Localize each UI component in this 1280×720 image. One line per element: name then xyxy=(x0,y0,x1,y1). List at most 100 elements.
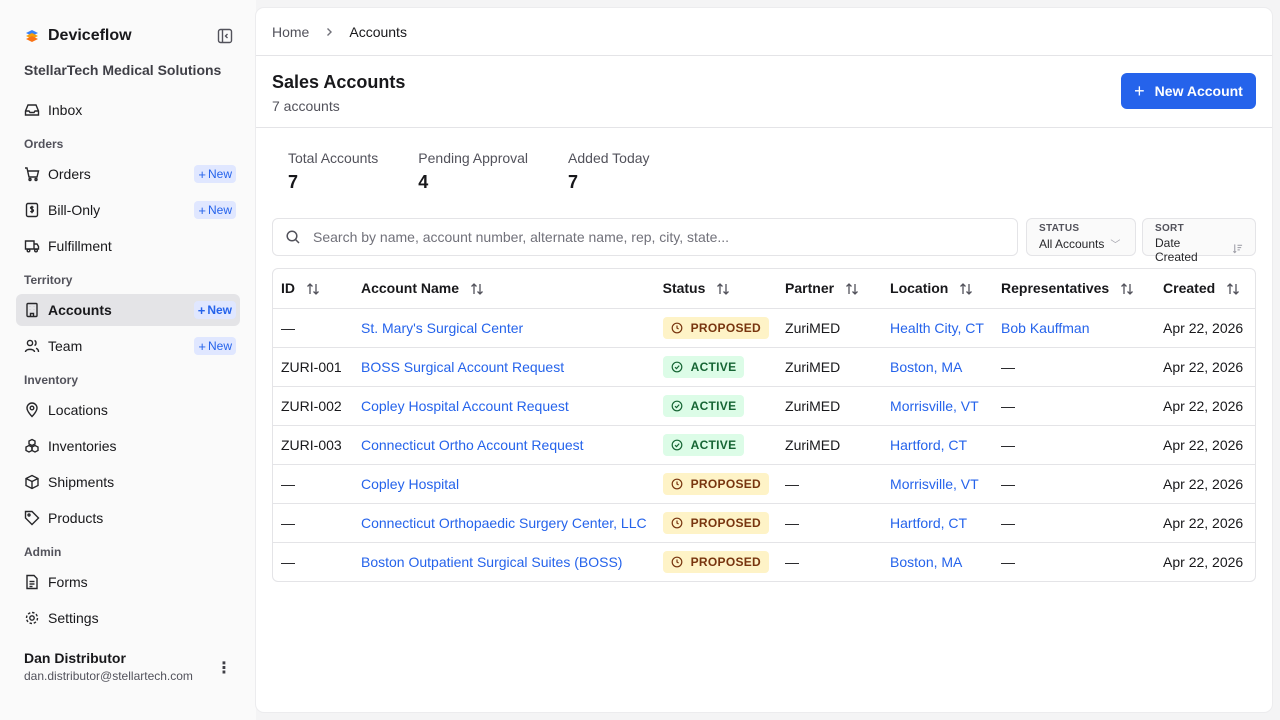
cell-account-name[interactable]: St. Mary's Surgical Center xyxy=(353,308,655,348)
search-box[interactable] xyxy=(272,218,1018,256)
check-circle-icon xyxy=(671,439,691,451)
sort-arrows-icon[interactable] xyxy=(715,281,731,297)
new-team-button[interactable]: + New xyxy=(194,337,236,355)
cell-account-name[interactable]: Copley Hospital Account Request xyxy=(353,386,655,426)
status-filter[interactable]: STATUS All Accounts ﹀ xyxy=(1026,218,1136,256)
table-row[interactable]: ZURI-001 BOSS Surgical Account Request ACT… xyxy=(273,347,1255,387)
location-link[interactable]: Morrisville, VT xyxy=(890,397,979,414)
boxes-icon xyxy=(24,438,40,454)
account-name-link[interactable]: Connecticut Orthopaedic Surgery Center, … xyxy=(361,514,647,531)
column-header-account-name[interactable]: Account Name xyxy=(353,269,655,309)
cell-location[interactable]: Morrisville, VT xyxy=(882,386,994,426)
cell-location[interactable]: Boston, MA xyxy=(882,347,994,387)
representative-link[interactable]: Bob Kauffman xyxy=(1001,319,1090,336)
cell-location[interactable]: Hartford, CT xyxy=(882,425,994,465)
sort-arrows-icon[interactable] xyxy=(844,281,860,297)
new-label: New xyxy=(207,303,232,317)
account-name-link[interactable]: Boston Outpatient Surgical Suites (BOSS) xyxy=(361,553,623,570)
column-header-status[interactable]: Status xyxy=(654,269,778,309)
sort-arrows-icon[interactable] xyxy=(1225,281,1241,297)
account-name-link[interactable]: BOSS Surgical Account Request xyxy=(361,358,565,375)
cell-location[interactable]: Boston, MA xyxy=(882,542,993,581)
table-row[interactable]: ZURI-003 Connecticut Ortho Account Reques… xyxy=(273,425,1255,465)
cell-account-name[interactable]: Copley Hospital xyxy=(353,464,655,504)
sidebar-item-shipments[interactable]: Shipments xyxy=(16,466,240,498)
status-badge: PROPOSED xyxy=(662,472,770,495)
cell-representatives[interactable]: Bob Kauffman xyxy=(993,308,1156,348)
location-link[interactable]: Morrisville, VT xyxy=(890,475,979,492)
cell-account-name[interactable]: Connecticut Orthopaedic Surgery Center, … xyxy=(353,503,655,543)
representative-link: — xyxy=(1001,475,1016,492)
location-link[interactable]: Boston, MA xyxy=(890,358,963,375)
table-row[interactable]: — St. Mary's Surgical Center PROPOSED ZuriM… xyxy=(273,308,1255,348)
sidebar-item-orders[interactable]: Orders + New xyxy=(16,158,240,190)
account-name-link[interactable]: St. Mary's Surgical Center xyxy=(361,319,524,336)
cell-account-name[interactable]: Connecticut Ortho Account Request xyxy=(353,425,655,465)
cell-location[interactable]: Health City, CT xyxy=(882,308,994,348)
org-name[interactable]: StellarTech Medical Solutions xyxy=(24,62,222,78)
sidebar-item-settings[interactable]: Settings xyxy=(16,602,240,634)
table-body: — St. Mary's Surgical Center PROPOSED ZuriM… xyxy=(273,308,1255,581)
sidebar-item-fulfillment[interactable]: Fulfillment xyxy=(16,230,240,262)
sidebar-item-products[interactable]: Products xyxy=(16,502,240,534)
status-badge: ACTIVE xyxy=(662,355,745,378)
users-icon xyxy=(24,338,40,354)
status-badge: PROPOSED xyxy=(662,511,770,534)
cell-partner: — xyxy=(777,464,883,504)
user-profile[interactable]: Dan Distributor dan.distributor@stellart… xyxy=(24,650,240,690)
sidebar-collapse-icon[interactable] xyxy=(216,27,234,45)
sort-arrows-icon[interactable] xyxy=(958,281,974,297)
cell-location[interactable]: Morrisville, VT xyxy=(882,464,994,504)
new-account-sidebar-button[interactable]: + New xyxy=(193,301,236,319)
table-row[interactable]: — Boston Outpatient Surgical Suites (BOSS… xyxy=(273,542,1255,581)
sidebar-item-forms[interactable]: Forms xyxy=(16,566,240,598)
sidebar-item-team[interactable]: Team + New xyxy=(16,330,240,362)
location-link[interactable]: Boston, MA xyxy=(890,553,963,570)
column-label: Created xyxy=(1163,279,1216,296)
cell-account-name[interactable]: BOSS Surgical Account Request xyxy=(353,347,655,387)
column-label: Representatives xyxy=(1001,279,1110,296)
table-row[interactable]: ZURI-002 Copley Hospital Account Request A… xyxy=(273,386,1255,426)
new-bill-only-button[interactable]: + New xyxy=(194,201,236,219)
page-title: Sales Accounts xyxy=(272,72,406,92)
search-input[interactable] xyxy=(313,229,1005,245)
cell-status: PROPOSED xyxy=(654,503,778,543)
sort-arrows-icon[interactable] xyxy=(469,281,485,297)
sidebar-item-inventories[interactable]: Inventories xyxy=(16,430,240,462)
column-header-id[interactable]: ID xyxy=(273,269,353,309)
cell-id: ZURI-002 xyxy=(273,386,353,426)
column-header-partner[interactable]: Partner xyxy=(777,269,883,309)
column-header-location[interactable]: Location xyxy=(882,269,994,309)
cell-id: — xyxy=(273,308,353,348)
column-header-representatives[interactable]: Representatives xyxy=(993,269,1156,309)
sidebar-item-accounts[interactable]: Accounts + New xyxy=(16,294,240,326)
sort-arrows-icon[interactable] xyxy=(305,281,321,297)
sidebar-item-inbox[interactable]: Inbox xyxy=(16,94,240,126)
more-vertical-icon[interactable]: ⋮ xyxy=(216,660,232,677)
sort-arrows-icon[interactable] xyxy=(1119,281,1135,297)
new-order-button[interactable]: + New xyxy=(194,165,236,183)
cell-location[interactable]: Hartford, CT xyxy=(882,503,994,543)
file-text-icon xyxy=(24,574,40,590)
account-name-link[interactable]: Copley Hospital xyxy=(361,475,460,492)
sidebar-item-label: Inbox xyxy=(48,102,83,118)
location-link[interactable]: Hartford, CT xyxy=(890,436,968,453)
column-header-created[interactable]: Created xyxy=(1155,269,1255,309)
new-account-button[interactable]: + New Account xyxy=(1121,73,1256,109)
representative-link: — xyxy=(1001,514,1016,531)
location-link[interactable]: Hartford, CT xyxy=(890,514,968,531)
sort-select[interactable]: SORT Date Created xyxy=(1142,218,1256,264)
account-name-link[interactable]: Connecticut Ortho Account Request xyxy=(361,436,584,453)
status-label: ACTIVE xyxy=(690,359,737,374)
table-row[interactable]: — Connecticut Orthopaedic Surgery Center,… xyxy=(273,503,1255,543)
table-row[interactable]: — Copley Hospital PROPOSED — Morrisville, VT… xyxy=(273,464,1255,504)
status-label: PROPOSED xyxy=(690,476,762,491)
cell-account-name[interactable]: Boston Outpatient Surgical Suites (BOSS) xyxy=(353,542,655,581)
sidebar-item-bill-only[interactable]: Bill-Only + New xyxy=(16,194,240,226)
account-name-link[interactable]: Copley Hospital Account Request xyxy=(361,397,569,414)
breadcrumb-home-link[interactable]: Home xyxy=(272,23,310,40)
location-link[interactable]: Health City, CT xyxy=(890,319,984,336)
status-badge: PROPOSED xyxy=(662,550,770,573)
brand[interactable]: Deviceflow xyxy=(24,26,234,46)
sidebar-item-locations[interactable]: Locations xyxy=(16,394,240,426)
